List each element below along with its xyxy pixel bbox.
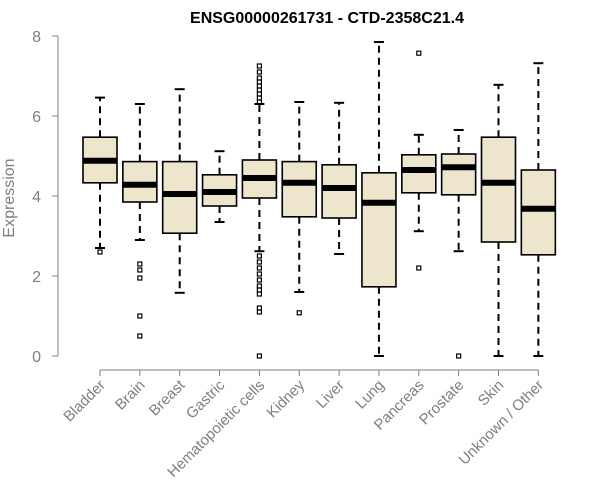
x-tick-label: Breast [146,376,189,419]
box-gastric [201,150,238,223]
outlier-point [137,275,143,281]
outlier-point [296,310,302,316]
box-body [480,136,517,243]
box-bladder [82,96,118,255]
x-tick-label: Brain [112,377,149,414]
outlier-point [256,259,262,265]
box-liver [321,101,357,255]
x-tick-label: Bladder [60,377,109,426]
outlier-point [256,283,262,289]
outlier-point [416,50,422,56]
outlier-point [256,309,262,315]
y-tick-label: 0 [32,349,41,366]
x-tick-label: Liver [313,377,348,412]
outlier-point [256,253,262,259]
outlier-point [456,353,462,359]
box-kidney [281,101,318,316]
y-axis: 0 2 4 6 8 [32,29,59,366]
outlier-point [256,305,262,311]
outlier-point [137,261,143,267]
outlier-point [256,353,262,359]
x-tick-label: Kidney [264,376,309,421]
chart-title: ENSG00000261731 - CTD-2358C21.4 [190,10,464,27]
box-body [161,160,198,235]
x-tick-label: Prostate [416,377,468,429]
box-body [281,160,318,218]
box-body [400,154,437,194]
outlier-point [256,265,262,271]
outlier-point [416,265,422,271]
y-axis-label: Expression [1,158,18,237]
outlier-point [137,333,143,339]
outlier-point [256,69,262,75]
outlier-point [97,249,103,255]
box-prostate [440,129,477,359]
box-body [440,153,477,196]
box-series [82,41,557,359]
x-tick-label: Lung [352,377,388,413]
box-brain [122,103,158,339]
box-breast [161,88,198,294]
box-body [321,164,357,219]
y-tick-label: 6 [32,109,41,126]
outlier-point [137,313,143,319]
box-pancreas [400,50,437,271]
y-tick-label: 4 [32,189,41,206]
outlier-point [256,63,262,69]
y-tick-label: 2 [32,269,41,286]
box-body [361,172,397,288]
outlier-point [256,287,262,293]
box-hematopoietic-cells [241,63,278,359]
box-body [520,169,557,256]
outlier-point [256,277,262,283]
outlier-point [256,99,262,105]
outlier-point [137,267,143,273]
x-tick-label: Skin [475,377,508,410]
outlier-point [256,291,262,297]
box-skin [480,83,517,357]
box-lung [361,41,397,357]
box-unknown-other [520,62,557,357]
y-tick-label: 8 [32,29,41,46]
outlier-point [256,271,262,277]
